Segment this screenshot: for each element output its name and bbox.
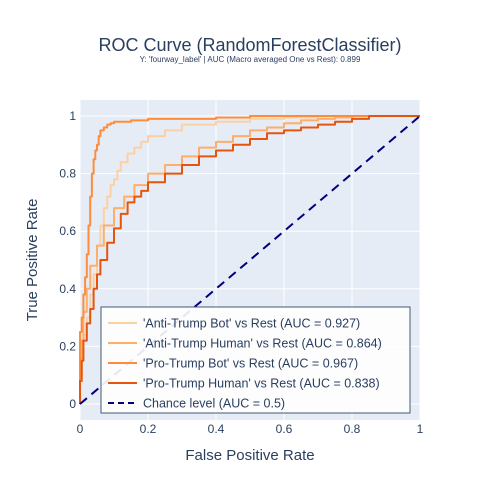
y-axis-title: True Positive Rate	[24, 199, 41, 322]
y-tick-label: 0	[69, 397, 76, 411]
x-tick-label: 1	[417, 422, 424, 436]
chart-title: ROC Curve (RandomForestClassifier)	[98, 35, 401, 55]
legend-label-1: 'Anti-Trump Human' vs Rest (AUC = 0.864)	[143, 337, 382, 351]
x-tick-label: 0.2	[140, 422, 157, 436]
legend: 'Anti-Trump Bot' vs Rest (AUC = 0.927) 'A…	[100, 306, 411, 414]
legend-box	[100, 306, 411, 414]
legend-label-4: Chance level (AUC = 0.5)	[143, 397, 285, 411]
y-tick-label: 0.2	[59, 339, 76, 353]
y-tick-label: 0.4	[59, 282, 76, 296]
legend-label-0: 'Anti-Trump Bot' vs Rest (AUC = 0.927)	[143, 317, 360, 331]
legend-label-2: 'Pro-Trump Bot' vs Rest (AUC = 0.967)	[143, 357, 358, 371]
y-tick-label: 1	[69, 109, 76, 123]
chart-subtitle: Y: 'fourway_label' | AUC (Macro averaged…	[140, 55, 361, 64]
x-tick-label: 0.6	[276, 422, 293, 436]
y-tick-label: 0.6	[59, 224, 76, 238]
series-line-2	[79, 115, 420, 404]
x-tick-label: 0.4	[208, 422, 225, 436]
x-tick-label: 0	[77, 422, 84, 436]
y-tick-label: 0.8	[59, 167, 76, 181]
x-axis-ticks: 0 0.2 0.4 0.6 0.8 1	[77, 422, 424, 436]
series-line-3	[79, 115, 420, 404]
x-tick-label: 0.8	[344, 422, 361, 436]
legend-label-3: 'Pro-Trump Human' vs Rest (AUC = 0.838)	[143, 377, 380, 391]
series-layer	[79, 115, 421, 405]
y-axis-ticks: 0 0.2 0.4 0.6 0.8 1	[59, 109, 76, 411]
x-axis-title: False Positive Rate	[185, 447, 314, 464]
series-line-0	[79, 115, 420, 404]
